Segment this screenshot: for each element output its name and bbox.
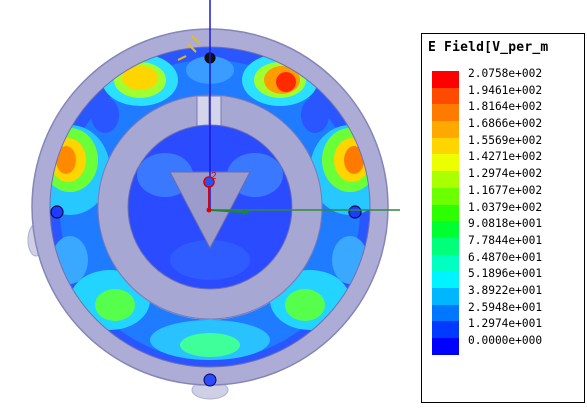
legend-label: 2.0758e+002 (468, 66, 542, 83)
legend-label: 7.7844e+001 (468, 233, 542, 250)
legend-swatch (432, 288, 459, 305)
mounting-hole-bottom (204, 374, 216, 386)
legend-swatch (432, 88, 459, 105)
legend-label: 1.2974e+001 (468, 316, 542, 333)
axis-label: 2 (211, 171, 217, 182)
legend-swatch (432, 138, 459, 155)
legend-label: 0.0000e+000 (468, 333, 542, 350)
legend-swatch (432, 338, 459, 355)
legend-swatch (432, 71, 459, 88)
legend-label: 1.8164e+002 (468, 99, 542, 116)
legend-label: 1.9461e+002 (468, 83, 542, 100)
legend-swatch (432, 238, 459, 255)
legend-title: E Field[V_per_m (428, 40, 548, 55)
field-legend[interactable]: E Field[V_per_m 2.0758e+002 1.9461e+002 1.… (421, 33, 585, 403)
legend-swatch (432, 221, 459, 238)
legend-labels: 2.0758e+002 1.9461e+002 1.8164e+002 1.6866e… (468, 66, 542, 350)
legend-label: 1.5569e+002 (468, 133, 542, 150)
legend-label: 3.8922e+001 (468, 283, 542, 300)
mounting-hole-left (51, 206, 63, 218)
legend-swatch (432, 205, 459, 222)
legend-swatch (432, 154, 459, 171)
legend-label: 1.1677e+002 (468, 183, 542, 200)
legend-colorbar (432, 71, 459, 355)
legend-swatch (432, 271, 459, 288)
legend-label: 5.1896e+001 (468, 266, 542, 283)
field-plot: 2 (0, 0, 420, 415)
legend-swatch (432, 321, 459, 338)
legend-swatch (432, 104, 459, 121)
legend-label: 1.4271e+002 (468, 149, 542, 166)
legend-label: 1.0379e+002 (468, 200, 542, 217)
legend-swatch (432, 188, 459, 205)
legend-label: 9.0818e+001 (468, 216, 542, 233)
legend-swatch (432, 255, 459, 272)
legend-swatch (432, 171, 459, 188)
3d-viewport[interactable]: 2 (0, 0, 420, 415)
legend-label: 2.5948e+001 (468, 300, 542, 317)
mounting-hole-right (349, 206, 361, 218)
legend-label: 1.6866e+002 (468, 116, 542, 133)
legend-label: 6.4870e+001 (468, 250, 542, 267)
legend-swatch (432, 121, 459, 138)
legend-swatch (432, 305, 459, 322)
legend-label: 1.2974e+002 (468, 166, 542, 183)
